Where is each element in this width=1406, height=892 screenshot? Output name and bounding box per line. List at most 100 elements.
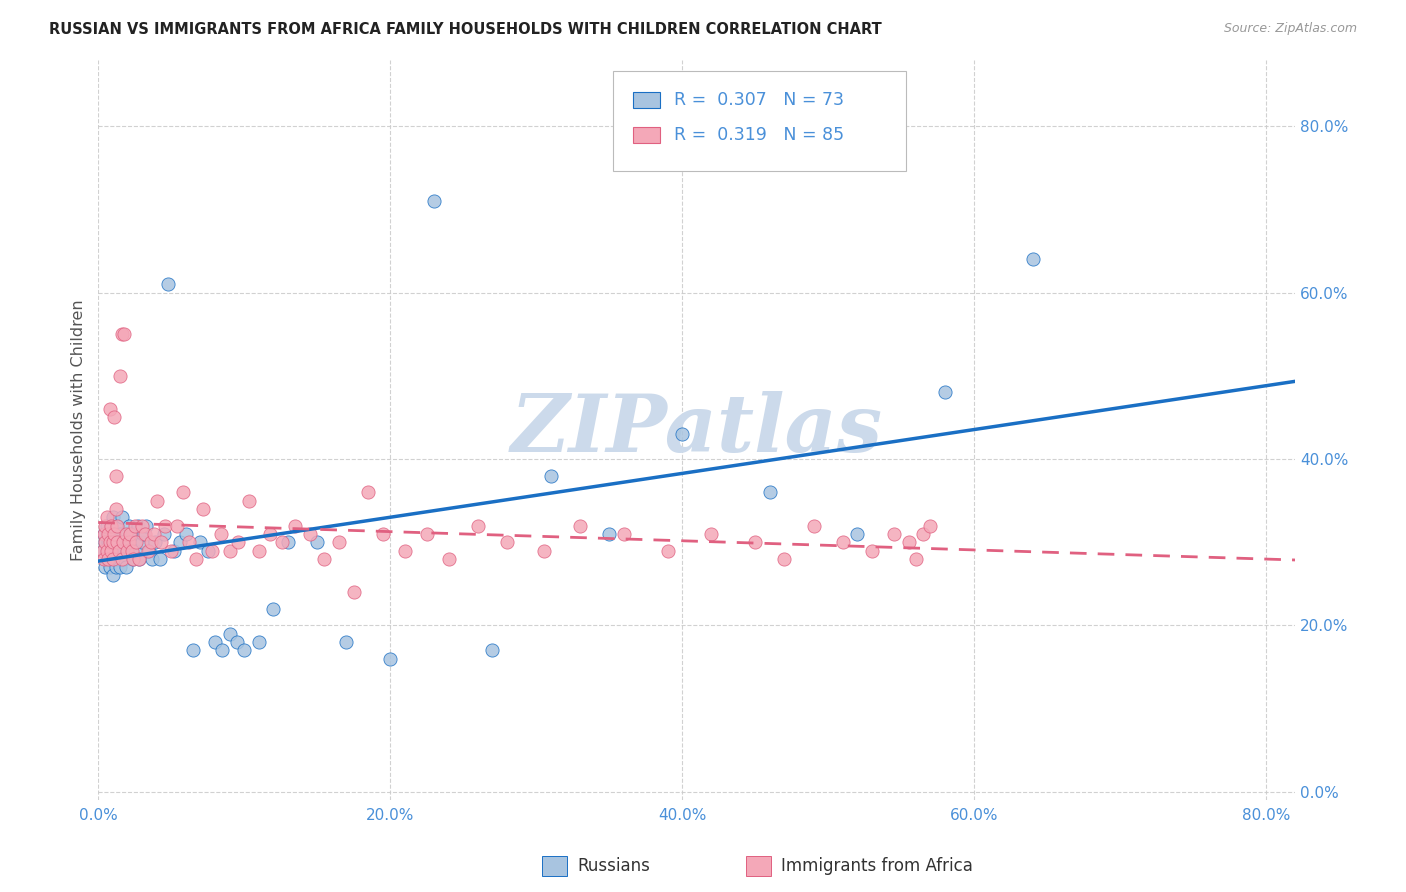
Point [114,552,136,566]
Point [118,535,141,549]
Point [897,535,920,549]
Text: ZIPatlas: ZIPatlas [510,391,883,468]
Point [657,543,679,558]
Point [121,527,143,541]
Point [773,552,796,566]
Point [101,510,124,524]
Point [700,527,723,541]
Point [259,527,281,541]
Point [155,518,177,533]
Point [467,518,489,533]
Point [128,552,150,566]
Text: RUSSIAN VS IMMIGRANTS FROM AFRICA FAMILY HOUSEHOLDS WITH CHILDREN CORRELATION CH: RUSSIAN VS IMMIGRANTS FROM AFRICA FAMILY… [49,22,882,37]
Point [111,543,134,558]
Point [141,552,163,566]
Point [181,643,204,657]
Point [114,327,136,342]
Point [247,543,270,558]
Point [343,585,366,599]
Point [148,552,170,566]
Point [94,535,117,549]
Point [371,527,394,541]
Point [104,502,127,516]
Point [149,535,172,549]
Point [920,518,942,533]
Point [394,543,416,558]
Point [101,552,124,566]
Point [671,427,693,442]
Point [121,543,143,558]
Point [912,527,935,541]
Point [105,552,128,566]
Point [201,543,224,558]
Point [233,643,256,657]
Text: Russians: Russians [578,857,650,875]
Point [177,535,200,549]
Point [101,535,124,549]
Point [97,527,120,541]
Point [143,535,166,549]
Point [98,527,121,541]
Point [540,468,562,483]
Point [172,485,194,500]
Point [160,543,183,558]
Point [157,277,180,292]
Point [533,543,555,558]
Point [569,518,592,533]
Point [91,543,114,558]
Point [105,535,128,549]
Point [101,568,124,582]
Point [125,543,148,558]
Point [100,518,122,533]
Point [107,543,129,558]
Point [96,510,118,524]
Point [127,518,149,533]
Point [93,552,115,566]
Point [934,385,956,400]
Point [104,468,127,483]
Point [118,518,141,533]
Point [110,552,132,566]
Point [101,552,124,566]
Point [135,518,157,533]
Point [107,543,129,558]
Point [415,527,437,541]
Point [225,635,247,649]
Point [94,560,117,574]
Text: R =  0.307   N = 73: R = 0.307 N = 73 [673,91,844,110]
Point [209,527,232,541]
Point [163,543,186,558]
Point [98,535,121,549]
Point [218,543,240,558]
Point [103,527,125,541]
Point [108,527,131,541]
Point [247,635,270,649]
Point [108,368,131,383]
Point [145,493,167,508]
Point [139,535,162,549]
Text: R =  0.319   N = 85: R = 0.319 N = 85 [673,126,844,145]
Point [97,535,120,549]
Point [759,485,782,500]
Point [197,543,219,558]
Point [97,552,120,566]
Point [169,535,191,549]
Point [904,552,927,566]
Point [238,493,260,508]
Point [204,635,226,649]
Point [117,535,139,549]
Point [831,535,853,549]
Point [883,527,905,541]
Point [744,535,766,549]
Point [93,527,115,541]
Point [437,552,460,566]
Point [128,552,150,566]
Point [93,527,115,541]
Point [94,518,117,533]
Y-axis label: Family Households with Children: Family Households with Children [72,299,86,561]
Point [124,535,146,549]
Point [122,552,145,566]
Point [96,552,118,566]
Point [298,527,321,541]
Point [98,560,121,574]
